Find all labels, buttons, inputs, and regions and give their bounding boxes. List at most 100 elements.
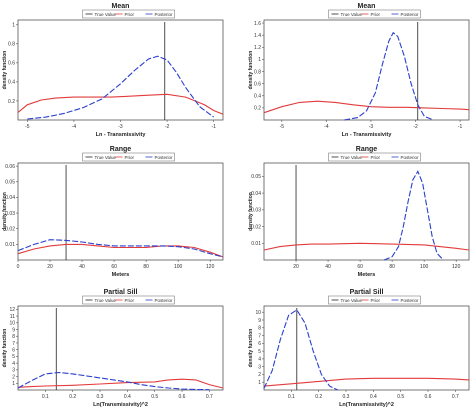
y-tick-label: 0.8	[8, 42, 15, 48]
legend-entry: True Value	[95, 298, 117, 303]
x-tick-label: 0.2	[315, 394, 322, 400]
prior-curve	[263, 100, 470, 114]
x-axis-label: Ln - Transmissivity	[342, 132, 393, 138]
x-axis-label: Meters	[358, 272, 376, 278]
x-tick-label: 0.7	[452, 394, 459, 400]
y-tick-label: 5	[12, 354, 15, 360]
y-axis-label: density function	[2, 329, 8, 368]
y-tick-label: 1	[258, 57, 261, 63]
legend-entry: True Value	[95, 155, 117, 160]
posterior-curve	[344, 31, 434, 121]
x-tick-label: 0.6	[425, 394, 432, 400]
y-tick-label: 1.4	[254, 33, 261, 39]
y-tick-label: 0.4	[8, 80, 15, 86]
y-tick-label: 0.6	[8, 61, 15, 67]
x-tick-label: -1	[458, 124, 463, 130]
x-tick-label: 0.2	[69, 394, 76, 400]
x-tick-label: 0.7	[206, 394, 213, 400]
y-tick-label: 11	[10, 314, 15, 320]
chart-panel-2: Mean True Value Prior Posterior -5 -4 -3 -2 -1 0.…	[248, 3, 470, 138]
legend-entry: Posterior	[401, 155, 420, 160]
plot-frame	[17, 162, 224, 261]
x-tick-label: 0.3	[97, 394, 104, 400]
x-tick-label: -4	[324, 124, 329, 130]
x-tick-label: -3	[369, 124, 374, 130]
x-tick-label: 0.5	[151, 394, 158, 400]
y-tick-label: 6	[258, 341, 261, 347]
x-tick-label: 0.6	[179, 394, 186, 400]
legend-box	[82, 295, 175, 305]
y-tick-label: 0.05	[251, 174, 261, 180]
x-tick-label: 0.1	[42, 394, 49, 400]
plot-frame	[17, 19, 224, 121]
y-tick-label: 0.2	[8, 99, 15, 105]
prior-curve	[17, 93, 224, 115]
y-tick-label: 1	[258, 380, 261, 386]
y-tick-label: 0.8	[254, 69, 261, 75]
plot-frame	[263, 19, 470, 121]
y-axis-label: density function	[248, 51, 254, 90]
y-tick-label: 4	[258, 357, 261, 363]
legend-entry: Posterior	[155, 12, 174, 17]
y-tick-label: 3	[12, 368, 15, 374]
y-tick-label: 8	[12, 334, 15, 340]
x-tick-label: 120	[452, 264, 461, 270]
legend-entry: Posterior	[155, 298, 174, 303]
legend-entry: Prior	[371, 12, 381, 17]
y-axis-label: density function	[2, 51, 8, 90]
chart-title: Range	[110, 146, 132, 153]
x-tick-label: 0.3	[343, 394, 350, 400]
y-tick-label: 0.04	[251, 191, 261, 197]
chart-panel-3: Range True Value Prior Posterior 0 20 40 60 80 10…	[2, 146, 224, 278]
chart-title: Partial Sill	[350, 289, 384, 296]
legend-entry: True Value	[341, 155, 363, 160]
y-tick-label: 1.6	[254, 21, 261, 27]
chart-title: Mean	[358, 3, 376, 10]
x-axis-label: Ln(Transmissivity)^2	[339, 402, 394, 407]
x-tick-label: 0.4	[370, 394, 377, 400]
posterior-curve	[263, 309, 339, 391]
x-tick-label: -3	[118, 124, 123, 130]
x-tick-label: -1	[211, 124, 216, 130]
prior-curve	[17, 243, 224, 258]
y-axis-label: density function	[248, 192, 254, 231]
y-tick-label: 7	[12, 341, 15, 347]
chart-panel-1: Mean True Value Prior Posterior -5 -4 -3 -2 -1 0.…	[2, 3, 224, 138]
x-tick-label: 80	[389, 264, 395, 270]
y-tick-label: 0.01	[5, 242, 15, 248]
y-tick-label: 5	[258, 349, 261, 355]
y-axis-label: density function	[2, 192, 8, 231]
y-tick-label: 3	[258, 364, 261, 370]
x-axis-label: Ln(Transmissivity)^2	[93, 402, 148, 407]
posterior-curve	[383, 170, 444, 261]
legend-box	[82, 9, 175, 19]
legend-entry: Posterior	[401, 12, 420, 17]
x-tick-label: -2	[165, 124, 170, 130]
x-tick-label: 80	[143, 264, 149, 270]
y-tick-label: 12	[9, 307, 15, 313]
x-tick-label: -5	[25, 124, 30, 130]
y-tick-label: 0.6	[254, 81, 261, 87]
chart-panel-4: Range True Value Prior Posterior 20 40 60 80 100…	[248, 146, 470, 278]
y-tick-label: 9	[12, 327, 15, 333]
x-tick-label: -4	[72, 124, 77, 130]
legend-entry: True Value	[341, 298, 363, 303]
y-tick-label: 2	[258, 372, 261, 378]
x-tick-label: 0	[17, 264, 20, 270]
y-tick-label: 0.01	[251, 241, 261, 247]
x-tick-label: 100	[420, 264, 429, 270]
prior-curve	[263, 242, 470, 251]
y-tick-label: 0.02	[5, 227, 15, 233]
x-tick-label: 20	[293, 264, 299, 270]
chart-panel-5: Partial Sill True Value Prior Posterior 0.1 0…	[2, 289, 224, 407]
y-tick-label: 9	[258, 318, 261, 324]
plot-frame	[263, 305, 470, 391]
y-tick-label: 4	[12, 361, 15, 367]
legend-entry: Posterior	[155, 155, 174, 160]
posterior-curve	[17, 371, 210, 391]
legend-entry: True Value	[341, 12, 363, 17]
legend-entry: Prior	[371, 298, 381, 303]
x-axis-label: Ln - Transmissivity	[96, 132, 147, 138]
legend-box	[328, 9, 421, 19]
